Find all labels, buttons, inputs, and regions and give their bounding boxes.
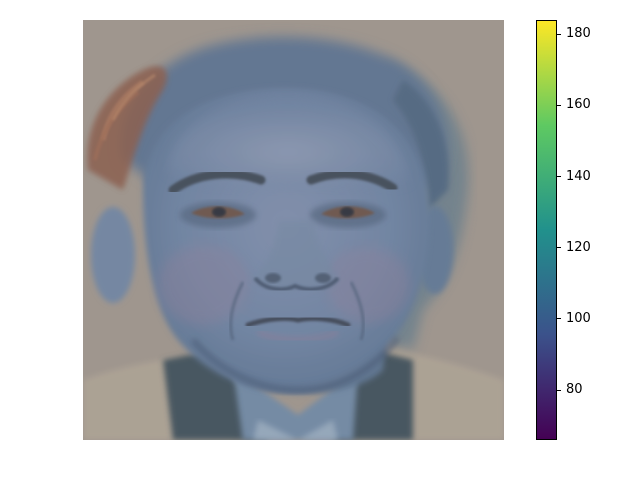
colorbar-tick-mark — [557, 33, 561, 35]
colorbar-tick-label: 160 — [566, 97, 591, 113]
right-eyebrow — [306, 169, 398, 193]
mouth — [245, 315, 351, 328]
left-eyebrow — [168, 169, 266, 195]
colorbar-tick-label: 100 — [566, 310, 591, 326]
colorbar-tick-mark — [557, 247, 561, 249]
colorbar-ticks: 180 160 140 120 100 80 — [557, 20, 627, 440]
colorbar — [536, 20, 557, 440]
colorbar-tick-mark — [557, 176, 561, 178]
colorbar-tick-mark — [557, 389, 561, 391]
colorbar-tick-label: 120 — [566, 239, 591, 255]
portrait-image-svg — [83, 20, 504, 440]
colorbar-tick-label: 80 — [566, 382, 583, 398]
portrait-image — [83, 20, 504, 440]
colorbar-tick-label: 180 — [566, 26, 591, 42]
colorbar-tick-mark — [557, 104, 561, 106]
colorbar-tick-mark — [557, 318, 561, 320]
left-ear — [91, 207, 135, 303]
colorbar-tick-label: 140 — [566, 168, 591, 184]
